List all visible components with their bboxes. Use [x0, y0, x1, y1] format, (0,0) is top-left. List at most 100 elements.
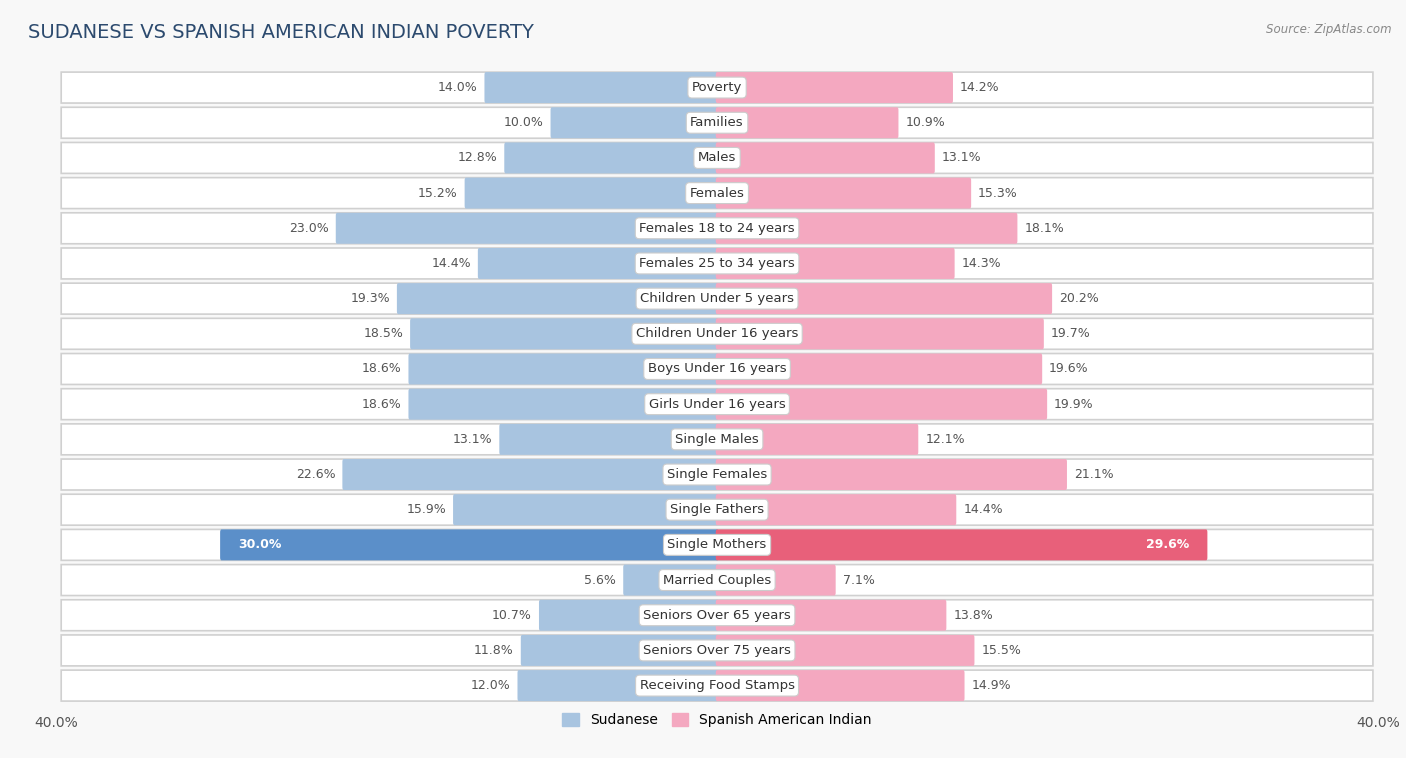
FancyBboxPatch shape [411, 318, 718, 349]
Text: Single Mothers: Single Mothers [668, 538, 766, 551]
Legend: Sudanese, Spanish American Indian: Sudanese, Spanish American Indian [557, 708, 877, 733]
FancyBboxPatch shape [62, 108, 1372, 138]
FancyBboxPatch shape [499, 424, 718, 455]
Text: 18.6%: 18.6% [361, 362, 402, 375]
Text: Poverty: Poverty [692, 81, 742, 94]
Text: 21.1%: 21.1% [1074, 468, 1114, 481]
Text: 19.6%: 19.6% [1049, 362, 1088, 375]
FancyBboxPatch shape [716, 635, 974, 666]
Text: 15.9%: 15.9% [406, 503, 446, 516]
Text: Seniors Over 75 years: Seniors Over 75 years [643, 644, 792, 657]
FancyBboxPatch shape [62, 353, 1372, 384]
Text: 18.5%: 18.5% [363, 327, 404, 340]
FancyBboxPatch shape [221, 529, 718, 560]
Text: 18.6%: 18.6% [361, 398, 402, 411]
FancyBboxPatch shape [716, 72, 953, 103]
Text: 13.1%: 13.1% [942, 152, 981, 164]
FancyBboxPatch shape [716, 459, 1067, 490]
Text: Boys Under 16 years: Boys Under 16 years [648, 362, 786, 375]
Text: Females 25 to 34 years: Females 25 to 34 years [640, 257, 794, 270]
FancyBboxPatch shape [409, 353, 718, 384]
Text: 29.6%: 29.6% [1146, 538, 1189, 551]
FancyBboxPatch shape [716, 143, 935, 174]
Text: 10.0%: 10.0% [503, 116, 544, 130]
FancyBboxPatch shape [716, 353, 1042, 384]
FancyBboxPatch shape [62, 143, 1372, 174]
FancyBboxPatch shape [551, 108, 718, 138]
Text: 10.7%: 10.7% [492, 609, 531, 622]
FancyBboxPatch shape [62, 459, 1372, 490]
Text: 12.0%: 12.0% [471, 679, 510, 692]
FancyBboxPatch shape [716, 670, 965, 701]
Text: SUDANESE VS SPANISH AMERICAN INDIAN POVERTY: SUDANESE VS SPANISH AMERICAN INDIAN POVE… [28, 23, 534, 42]
FancyBboxPatch shape [62, 635, 1372, 666]
FancyBboxPatch shape [62, 565, 1372, 596]
Text: 22.6%: 22.6% [295, 468, 336, 481]
Text: 11.8%: 11.8% [474, 644, 513, 657]
FancyBboxPatch shape [464, 177, 718, 208]
Text: 5.6%: 5.6% [585, 574, 616, 587]
Text: Children Under 5 years: Children Under 5 years [640, 292, 794, 305]
Text: 13.1%: 13.1% [453, 433, 492, 446]
FancyBboxPatch shape [485, 72, 718, 103]
FancyBboxPatch shape [716, 283, 1052, 314]
Text: Receiving Food Stamps: Receiving Food Stamps [640, 679, 794, 692]
Text: 14.2%: 14.2% [960, 81, 1000, 94]
Text: Females 18 to 24 years: Females 18 to 24 years [640, 222, 794, 235]
Text: 14.9%: 14.9% [972, 679, 1011, 692]
FancyBboxPatch shape [62, 72, 1372, 103]
FancyBboxPatch shape [62, 494, 1372, 525]
Text: 19.7%: 19.7% [1050, 327, 1091, 340]
FancyBboxPatch shape [409, 389, 718, 420]
FancyBboxPatch shape [62, 389, 1372, 420]
Text: Source: ZipAtlas.com: Source: ZipAtlas.com [1267, 23, 1392, 36]
Text: Females: Females [689, 186, 745, 199]
Text: 10.9%: 10.9% [905, 116, 945, 130]
FancyBboxPatch shape [716, 213, 1018, 244]
FancyBboxPatch shape [62, 283, 1372, 314]
Text: 14.3%: 14.3% [962, 257, 1001, 270]
FancyBboxPatch shape [453, 494, 718, 525]
Text: 14.0%: 14.0% [437, 81, 478, 94]
FancyBboxPatch shape [623, 565, 718, 596]
Text: 20.2%: 20.2% [1059, 292, 1098, 305]
FancyBboxPatch shape [520, 635, 718, 666]
Text: 19.3%: 19.3% [350, 292, 389, 305]
Text: 19.9%: 19.9% [1054, 398, 1094, 411]
FancyBboxPatch shape [716, 494, 956, 525]
FancyBboxPatch shape [62, 213, 1372, 244]
FancyBboxPatch shape [62, 248, 1372, 279]
Text: Married Couples: Married Couples [664, 574, 770, 587]
FancyBboxPatch shape [716, 529, 1208, 560]
FancyBboxPatch shape [62, 318, 1372, 349]
FancyBboxPatch shape [716, 248, 955, 279]
FancyBboxPatch shape [716, 565, 835, 596]
Text: Single Males: Single Males [675, 433, 759, 446]
FancyBboxPatch shape [62, 177, 1372, 208]
FancyBboxPatch shape [517, 670, 718, 701]
Text: 13.8%: 13.8% [953, 609, 993, 622]
FancyBboxPatch shape [343, 459, 718, 490]
FancyBboxPatch shape [716, 600, 946, 631]
Text: 18.1%: 18.1% [1025, 222, 1064, 235]
FancyBboxPatch shape [716, 108, 898, 138]
FancyBboxPatch shape [336, 213, 718, 244]
Text: Single Fathers: Single Fathers [671, 503, 763, 516]
Text: 7.1%: 7.1% [842, 574, 875, 587]
FancyBboxPatch shape [396, 283, 718, 314]
FancyBboxPatch shape [716, 177, 972, 208]
FancyBboxPatch shape [62, 529, 1372, 560]
FancyBboxPatch shape [716, 318, 1043, 349]
Text: Seniors Over 65 years: Seniors Over 65 years [643, 609, 792, 622]
Text: Single Females: Single Females [666, 468, 768, 481]
FancyBboxPatch shape [62, 600, 1372, 631]
Text: 14.4%: 14.4% [432, 257, 471, 270]
Text: 15.5%: 15.5% [981, 644, 1021, 657]
Text: 14.4%: 14.4% [963, 503, 1002, 516]
FancyBboxPatch shape [62, 424, 1372, 455]
Text: Children Under 16 years: Children Under 16 years [636, 327, 799, 340]
FancyBboxPatch shape [478, 248, 718, 279]
FancyBboxPatch shape [716, 424, 918, 455]
Text: 12.8%: 12.8% [457, 152, 498, 164]
Text: 30.0%: 30.0% [238, 538, 281, 551]
